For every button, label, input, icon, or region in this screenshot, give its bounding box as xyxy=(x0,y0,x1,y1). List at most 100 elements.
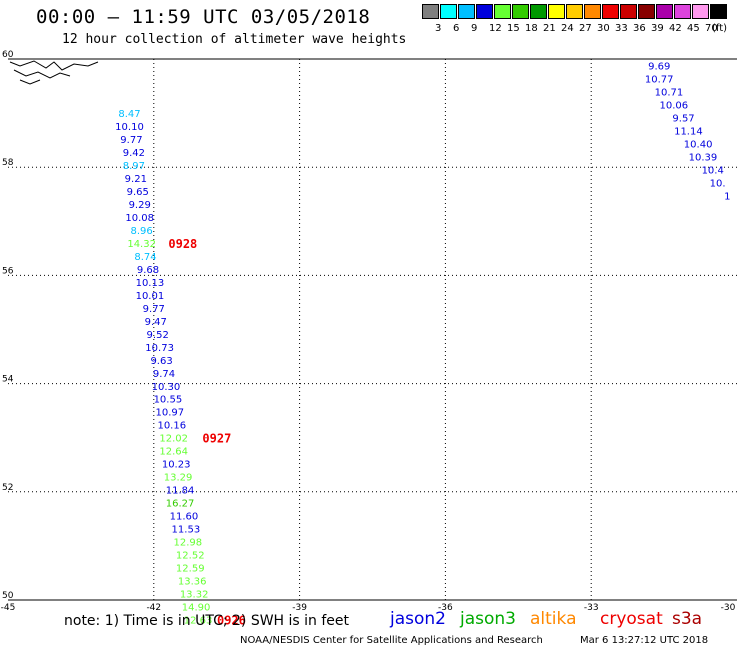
wave-height-value: 9.77 xyxy=(143,304,165,315)
wave-height-value: 10.06 xyxy=(659,100,688,111)
wave-height-value: 10.01 xyxy=(136,291,165,302)
lon-tick-label: -42 xyxy=(146,603,161,613)
wave-height-value: 11.14 xyxy=(674,126,703,137)
legend-swatch xyxy=(566,4,583,19)
legend-swatch xyxy=(422,4,439,19)
wave-height-value: 9.42 xyxy=(123,148,145,159)
wave-height-value: 10.97 xyxy=(156,408,185,419)
map-subtitle: 12 hour collection of altimeter wave hei… xyxy=(62,32,407,47)
legend-label: 70 xyxy=(705,23,718,34)
wave-height-value: 9.52 xyxy=(147,330,169,341)
wave-height-value: 10.16 xyxy=(157,421,186,432)
legend-swatch xyxy=(530,4,547,19)
wave-height-value: 10.13 xyxy=(136,278,165,289)
legend-swatch xyxy=(692,4,709,19)
legend-swatch xyxy=(440,4,457,19)
wave-height-value: 9.57 xyxy=(672,113,694,124)
pass-time-label: 0928 xyxy=(168,237,197,251)
wave-height-value: 10.73 xyxy=(145,343,174,354)
legend-label: 45 xyxy=(687,23,700,34)
legend-swatch xyxy=(548,4,565,19)
wave-height-value: 9.21 xyxy=(125,174,147,185)
wave-height-value: 10.39 xyxy=(689,152,718,163)
wave-height-value: 14.32 xyxy=(127,239,156,250)
wave-height-value: 10.77 xyxy=(645,74,674,85)
legend-label: 42 xyxy=(669,23,682,34)
legend-label: 15 xyxy=(507,23,520,34)
legend-label: 39 xyxy=(651,23,664,34)
satellite-s3a: s3a xyxy=(672,609,703,629)
wave-height-value: 12.52 xyxy=(176,551,205,562)
wave-height-value: 14.90 xyxy=(182,602,211,613)
wave-height-value: 9.68 xyxy=(137,265,159,276)
wave-height-value: 10.55 xyxy=(154,395,183,406)
legend-label: 30 xyxy=(597,23,610,34)
wave-height-value: 12.02 xyxy=(159,434,188,445)
lon-tick-label: -30 xyxy=(721,603,736,613)
wave-height-value: 10.4 xyxy=(702,165,724,176)
legend-label: 12 xyxy=(489,23,502,34)
lat-tick-label: 54 xyxy=(2,375,14,385)
coastline xyxy=(9,60,99,85)
legend-swatch xyxy=(674,4,691,19)
wave-height-value: 8.97 xyxy=(123,161,145,172)
legend-swatch xyxy=(710,4,727,19)
legend-label: 6 xyxy=(453,23,460,34)
legend-label: 9 xyxy=(471,23,478,34)
legend-label: 3 xyxy=(435,23,442,34)
legend-swatch xyxy=(584,4,601,19)
wave-height-value: 11.60 xyxy=(170,512,199,523)
wave-height-value: 12.98 xyxy=(173,538,202,549)
satellite-cryosat: cryosat xyxy=(600,609,663,629)
wave-height-value: 12.63 xyxy=(184,615,213,626)
wave-height-value: 10. xyxy=(710,178,726,189)
satellite-jason2: jason2 xyxy=(390,609,446,629)
pass-time-label: 0927 xyxy=(202,432,231,446)
wave-height-value: 8.74 xyxy=(134,252,156,263)
wave-height-value: 9.69 xyxy=(648,61,670,72)
lon-tick-label: -39 xyxy=(292,603,307,613)
lat-tick-label: 50 xyxy=(2,591,14,601)
wave-height-value: 11.53 xyxy=(172,525,201,536)
footer-note: note: 1) Time is in UTC; 2) SWH is in fe… xyxy=(64,613,350,629)
legend-label: 27 xyxy=(579,23,592,34)
legend-label: 18 xyxy=(525,23,538,34)
wave-height-value: 9.29 xyxy=(129,200,151,211)
wave-height-value: 9.65 xyxy=(127,187,149,198)
lat-tick-label: 60 xyxy=(2,50,14,60)
legend-label: 24 xyxy=(561,23,574,34)
pass-time-label: 0926 xyxy=(217,613,246,627)
legend-swatch xyxy=(494,4,511,19)
satellite-jason3: jason3 xyxy=(460,609,516,629)
wave-height-value: 13.36 xyxy=(178,577,207,588)
legend-swatch xyxy=(638,4,655,19)
lat-tick-label: 58 xyxy=(2,158,14,168)
satellite-altika: altika xyxy=(530,609,577,629)
lat-tick-label: 56 xyxy=(2,266,14,276)
wave-height-value: 11.84 xyxy=(166,486,195,497)
wave-height-value: 12.59 xyxy=(176,564,205,575)
wave-height-value: 13.32 xyxy=(180,590,209,601)
legend-swatch xyxy=(602,4,619,19)
wave-height-value: 9.47 xyxy=(145,317,167,328)
wave-height-value: 9.63 xyxy=(150,356,172,367)
lon-tick-label: -33 xyxy=(584,603,599,613)
wave-height-value: 10.40 xyxy=(684,139,713,150)
wave-height-value: 10.10 xyxy=(115,122,144,133)
legend-label: 21 xyxy=(543,23,556,34)
lon-tick-label: -45 xyxy=(1,603,16,613)
wave-height-value: 1 xyxy=(724,191,730,202)
legend-label: 33 xyxy=(615,23,628,34)
wave-height-value: 10.30 xyxy=(152,382,181,393)
legend-label: 36 xyxy=(633,23,646,34)
wave-height-value: 10.23 xyxy=(162,460,191,471)
legend-swatch xyxy=(476,4,493,19)
wave-height-value: 9.74 xyxy=(153,369,175,380)
wave-height-value: 16.27 xyxy=(166,499,195,510)
wave-height-value: 10.08 xyxy=(125,213,154,224)
credit-line: NOAA/NESDIS Center for Satellite Applica… xyxy=(240,635,543,646)
legend-swatch xyxy=(620,4,637,19)
legend-unit: (ft) xyxy=(712,23,728,34)
generated-timestamp: Mar 6 13:27:12 UTC 2018 xyxy=(580,635,709,646)
